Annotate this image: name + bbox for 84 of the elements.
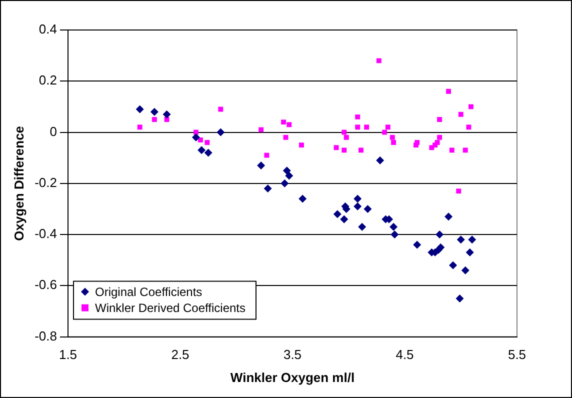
point (434, 140, 440, 145)
point (358, 148, 364, 153)
point (355, 124, 360, 130)
point (390, 222, 398, 231)
point (282, 166, 291, 175)
point (461, 266, 470, 274)
point (164, 117, 170, 122)
y-tick-label: -0.6 (34, 277, 57, 292)
y-tick-label: 0.4 (38, 22, 57, 37)
point (344, 134, 349, 140)
point (216, 128, 225, 136)
point (468, 236, 476, 244)
point (437, 134, 442, 140)
point (204, 140, 210, 145)
point (466, 248, 474, 256)
point (150, 108, 158, 116)
x-tick-label: 2.5 (171, 347, 190, 362)
point (456, 236, 465, 244)
point (376, 156, 384, 164)
x-tick-label: 4.5 (396, 347, 414, 362)
y-tick-label: 0.2 (38, 72, 57, 88)
point (385, 124, 390, 130)
point (264, 184, 272, 193)
point (382, 130, 388, 135)
point (456, 294, 464, 302)
point (358, 222, 366, 231)
legend-label: Original Coefficients (95, 285, 202, 300)
point (456, 188, 462, 194)
y-tick-label: -0.4 (34, 226, 57, 242)
y-tick-label: 0 (50, 124, 57, 139)
point (354, 202, 362, 210)
point (436, 243, 445, 252)
point (258, 127, 264, 132)
point (286, 122, 292, 128)
point (449, 261, 458, 270)
point (192, 133, 200, 142)
point (376, 58, 382, 64)
point (198, 146, 206, 154)
point (334, 145, 339, 150)
x-tick-label: 5.5 (508, 347, 526, 362)
point (364, 124, 370, 130)
point (413, 240, 422, 249)
point (152, 117, 157, 122)
point (437, 117, 442, 122)
point (458, 112, 464, 117)
point (391, 140, 396, 145)
point (204, 148, 212, 157)
point (283, 134, 288, 140)
point (444, 212, 453, 221)
point (136, 105, 144, 114)
point (342, 148, 347, 153)
y-tick-label: -0.2 (34, 174, 57, 190)
x-tick-label: 1.5 (58, 347, 78, 362)
point (280, 179, 289, 188)
point (414, 140, 420, 145)
point (162, 110, 171, 118)
point (355, 114, 360, 120)
point (468, 104, 474, 110)
point (257, 162, 266, 170)
point (342, 130, 347, 135)
point (390, 134, 395, 140)
point (281, 120, 286, 125)
x-axis-title: Winkler Oxygen ml/l (230, 370, 355, 385)
point (299, 142, 304, 148)
point (218, 106, 224, 112)
point (333, 210, 342, 218)
point (449, 148, 454, 153)
point (137, 124, 142, 130)
point (364, 204, 372, 213)
point (466, 124, 472, 130)
point (436, 230, 444, 239)
y-tick-label: -0.8 (34, 328, 57, 344)
point (446, 88, 452, 94)
point (264, 152, 270, 158)
point (198, 137, 203, 142)
point (298, 194, 307, 203)
point (285, 172, 294, 180)
x-tick-label: 3.5 (283, 347, 302, 362)
y-axis-title: Oxygen Difference (11, 126, 26, 241)
point (340, 215, 348, 224)
point (462, 148, 468, 153)
point (354, 194, 362, 203)
point (390, 230, 399, 239)
legend-label: Winkler Derived Coefficients (95, 301, 246, 316)
